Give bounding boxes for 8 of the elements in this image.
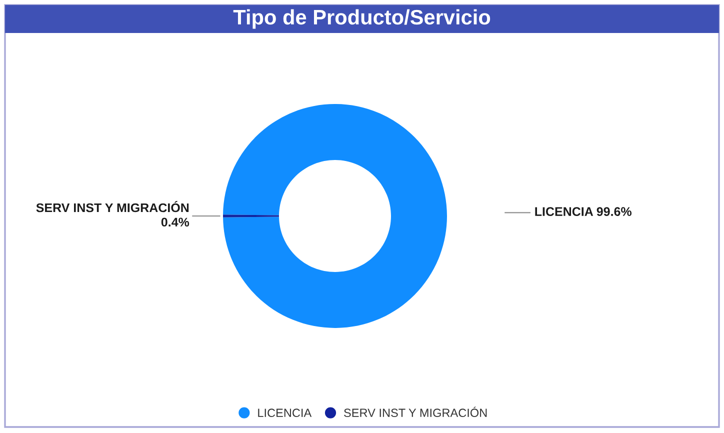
slice-label: SERV INST Y MIGRACIÓN [36,200,189,212]
legend-label: SERV INST Y MIGRACIÓN [344,406,487,418]
data-label: 0.4% [161,218,190,227]
donut-slice [223,104,447,328]
chart-title: Tipo de Producto/Servicio [233,9,490,29]
category-label: LICENCIA 99.6% [535,207,632,216]
donut-slice [223,214,280,218]
legend-label: LICENCIA [258,408,312,418]
